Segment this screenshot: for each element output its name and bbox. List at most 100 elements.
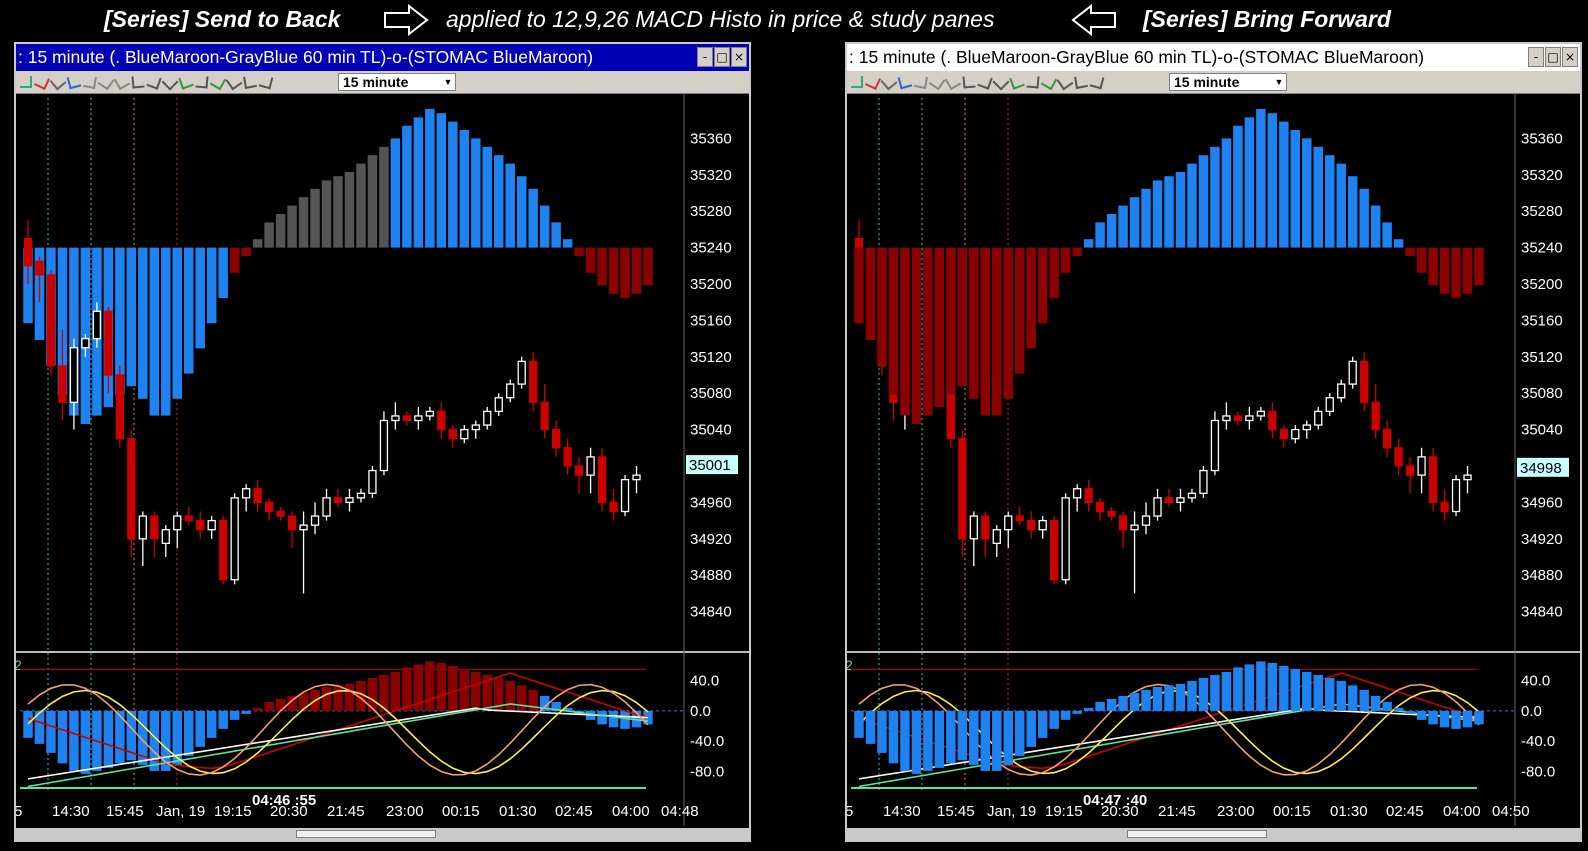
delete-all-icon[interactable] <box>928 73 946 91</box>
price-axis-label: 34880 <box>690 567 732 584</box>
properties-icon[interactable] <box>49 73 67 91</box>
study-axis-label: -80.0 <box>1521 763 1555 780</box>
draw-icon[interactable] <box>131 75 145 89</box>
candle-body <box>1417 456 1426 476</box>
time-axis-label: 02:45 <box>555 803 593 820</box>
time-axis-label: 5 <box>847 803 853 820</box>
maximize-button[interactable]: □ <box>1545 47 1561 67</box>
arrow-icon[interactable] <box>1009 74 1025 90</box>
price-axis-label: 35320 <box>1521 167 1563 184</box>
text-icon[interactable] <box>1026 75 1040 89</box>
chart-window-right[interactable]: : 15 minute (. BlueMaroon-GrayBlue 60 mi… <box>845 42 1582 842</box>
candle-body <box>1107 510 1116 517</box>
study-histogram-bar <box>390 671 401 711</box>
draw-icon[interactable] <box>962 75 976 89</box>
crosshair-icon[interactable] <box>113 73 131 91</box>
candle-body <box>276 510 285 517</box>
study-histogram-bar <box>957 710 968 761</box>
chart-area[interactable]: 35360 35320 35280 35240 35200 35160 35120 35080… <box>16 94 749 830</box>
zoom-out-icon[interactable] <box>34 74 50 90</box>
chart-toolbar: 15 minute ▼ <box>16 71 749 94</box>
candle-body <box>1199 469 1208 494</box>
time-axis-label: Jan, 19 <box>987 803 1036 820</box>
timeframe-dropdown[interactable]: 15 minute ▼ <box>338 73 456 91</box>
histogram-bar <box>494 155 504 248</box>
crosshair-icon[interactable] <box>944 73 962 91</box>
price-axis-label: 35240 <box>690 240 732 257</box>
rect-icon[interactable] <box>1089 74 1105 90</box>
study-histogram-bar <box>923 710 933 771</box>
scroll-thumb[interactable] <box>1127 830 1267 838</box>
minimize-button[interactable]: - <box>1528 47 1544 67</box>
histogram-bar <box>1302 138 1312 248</box>
study-histogram-bar <box>115 710 125 764</box>
candle-body <box>196 519 205 531</box>
delete-icon[interactable] <box>83 75 97 89</box>
histogram-bar <box>1026 247 1036 349</box>
close-button[interactable]: × <box>1562 47 1578 67</box>
window-titlebar[interactable]: : 15 minute (. BlueMaroon-GrayBlue 60 mi… <box>847 44 1580 71</box>
horizontal-scrollbar[interactable] <box>16 828 749 840</box>
candle-body <box>368 469 377 494</box>
study-histogram-bar <box>459 668 470 711</box>
channel-icon[interactable] <box>225 73 243 91</box>
zoom-out-icon[interactable] <box>865 74 881 90</box>
candle-body <box>1027 519 1036 531</box>
delete-icon[interactable] <box>914 75 928 89</box>
horizontal-scrollbar[interactable] <box>847 828 1580 840</box>
timeframe-dropdown[interactable]: 15 minute ▼ <box>1169 73 1287 91</box>
chart-area[interactable]: 35360 35320 35280 35240 35200 35160 35120 35080… <box>847 94 1580 830</box>
chat-icon[interactable] <box>66 74 82 90</box>
rect-icon[interactable] <box>258 74 274 90</box>
chart-window-left[interactable]: : 15 minute (. BlueMaroon-GrayBlue 60 mi… <box>14 42 751 842</box>
histogram-bar <box>241 247 251 256</box>
zoom-in-icon[interactable] <box>851 76 863 88</box>
fib-icon[interactable] <box>209 73 227 91</box>
study-histogram-bar <box>344 683 355 711</box>
candle-body <box>333 497 343 504</box>
chat-icon[interactable] <box>897 74 913 90</box>
toolbar-icons <box>20 73 274 91</box>
close-button[interactable]: × <box>731 47 747 67</box>
candle-body <box>1141 515 1151 526</box>
line-icon[interactable] <box>146 74 162 90</box>
maximize-button[interactable]: □ <box>714 47 730 67</box>
study-histogram-bar <box>1141 689 1151 711</box>
channel-icon[interactable] <box>1056 73 1074 91</box>
histogram-bar <box>900 247 910 416</box>
chevron-down-icon[interactable]: ▼ <box>443 77 453 87</box>
properties-icon[interactable] <box>880 73 898 91</box>
chevron-down-icon[interactable]: ▼ <box>1274 77 1284 87</box>
scroll-thumb[interactable] <box>296 830 436 838</box>
candle-body <box>1210 419 1220 472</box>
time-axis-label: 14:30 <box>52 803 90 820</box>
histogram-bar <box>379 146 389 248</box>
window-titlebar[interactable]: : 15 minute (. BlueMaroon-GrayBlue 60 mi… <box>16 44 749 71</box>
hline-icon[interactable] <box>992 73 1010 91</box>
study-histogram-bar <box>138 710 148 765</box>
delete-all-icon[interactable] <box>97 73 115 91</box>
ellipse-icon[interactable] <box>243 75 257 89</box>
fib-icon[interactable] <box>1040 73 1058 91</box>
line-icon[interactable] <box>977 74 993 90</box>
zoom-in-icon[interactable] <box>20 76 32 88</box>
hline-icon[interactable] <box>161 73 179 91</box>
histogram-bar <box>597 247 607 286</box>
ellipse-icon[interactable] <box>1074 75 1088 89</box>
histogram-bar <box>562 239 573 248</box>
candle-body <box>1050 519 1059 581</box>
minimize-button[interactable]: - <box>697 47 713 67</box>
study-histogram-bar <box>1129 692 1140 711</box>
right-arrow-icon <box>384 4 429 36</box>
current-price-label: 35001 <box>689 457 731 474</box>
histogram-bar <box>923 247 933 416</box>
text-icon[interactable] <box>195 75 209 89</box>
timeframe-value: 15 minute <box>1174 74 1240 90</box>
time-axis-label: 02:45 <box>1386 803 1424 820</box>
candle-body <box>1268 410 1277 431</box>
histogram-bar <box>390 138 401 248</box>
time-axis-label: 04:48 <box>661 803 699 820</box>
arrow-icon[interactable] <box>178 74 194 90</box>
histogram-bar <box>264 222 274 248</box>
candle-body <box>1187 492 1197 499</box>
